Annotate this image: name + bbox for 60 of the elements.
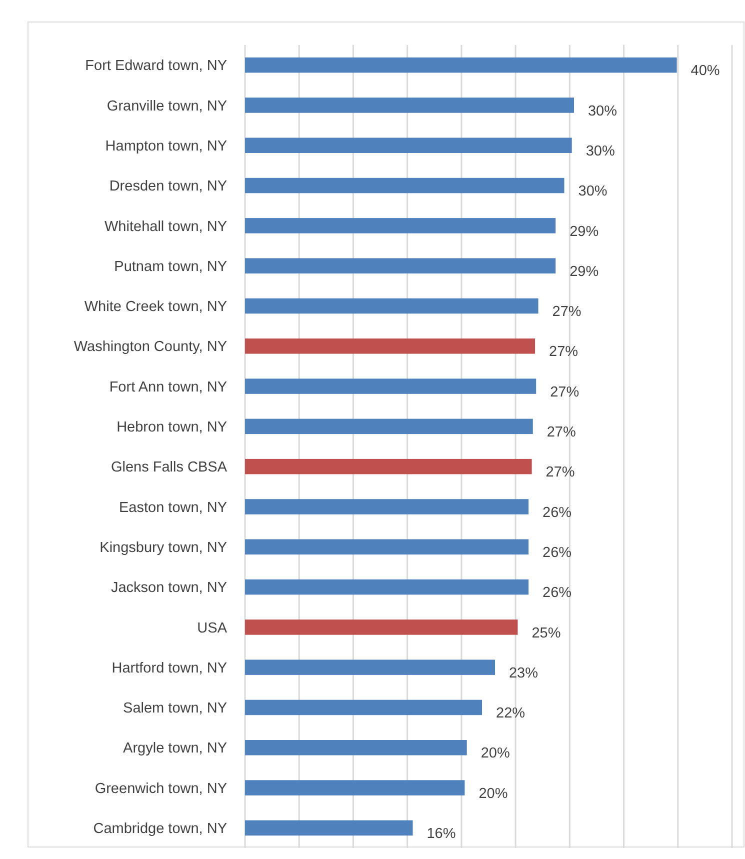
data-label: 26% <box>542 585 572 602</box>
bar <box>245 579 529 595</box>
data-label: 29% <box>570 264 599 280</box>
y-tick-label: Putnam town, NY <box>114 258 228 275</box>
bar <box>245 418 533 434</box>
data-label: 27% <box>550 384 580 400</box>
data-label: 20% <box>478 786 508 802</box>
bar <box>245 700 482 716</box>
y-tick-label: Hampton town, NY <box>105 138 228 154</box>
y-tick-label: Hebron town, NY <box>116 420 228 436</box>
y-tick-label: Salem town, NY <box>123 700 228 717</box>
y-tick-label: White Creek town, NY <box>84 299 228 316</box>
data-label: 30% <box>588 103 618 120</box>
bar <box>245 98 574 113</box>
data-label: 27% <box>552 304 582 320</box>
bar <box>245 539 529 555</box>
data-label: 30% <box>578 184 608 200</box>
bar <box>245 378 536 394</box>
data-label: 16% <box>426 826 456 842</box>
bar <box>245 499 529 514</box>
y-tick-label: Fort Edward town, NY <box>85 58 228 74</box>
data-label: 26% <box>542 544 572 561</box>
bar <box>245 57 677 73</box>
data-label: 27% <box>546 424 576 440</box>
y-tick-label: Hartford town, NY <box>112 660 228 676</box>
y-tick-label: Fort Ann town, NY <box>109 379 228 396</box>
bar <box>245 780 465 796</box>
y-tick-label: Easton town, NY <box>119 500 228 516</box>
y-tick-label: Greenwich town, NY <box>94 780 228 797</box>
data-label: 25% <box>532 625 561 642</box>
data-label: 40% <box>690 63 720 80</box>
bar <box>245 458 532 474</box>
data-label: 26% <box>542 504 572 521</box>
bar <box>245 178 564 194</box>
y-tick-label: Whitehall town, NY <box>104 218 228 235</box>
bar <box>245 298 538 314</box>
data-label: 22% <box>496 706 526 722</box>
bar <box>245 138 572 154</box>
data-label: 30% <box>586 143 615 160</box>
y-tick-label: Jackson town, NY <box>110 580 228 596</box>
y-tick-label: Cambridge town, NY <box>93 821 228 837</box>
data-label: 29% <box>570 224 599 240</box>
bar <box>245 660 495 675</box>
bar <box>245 338 536 354</box>
data-label: 23% <box>508 665 538 682</box>
bar <box>245 258 556 274</box>
y-tick-label: Washington County, NY <box>74 339 228 356</box>
y-tick-label: Glens Falls CBSA <box>110 460 228 476</box>
bar <box>245 218 556 234</box>
bar <box>245 820 413 836</box>
y-tick-label: USA <box>197 620 228 636</box>
y-tick-label: Dresden town, NY <box>109 178 228 195</box>
bar <box>245 740 467 756</box>
data-label: 27% <box>546 464 575 481</box>
y-tick-label: Kingsbury town, NY <box>100 540 228 556</box>
data-label: 27% <box>549 344 578 360</box>
y-tick-label: Granville town, NY <box>106 98 228 114</box>
data-label: 20% <box>480 746 510 762</box>
bar <box>245 620 518 635</box>
y-tick-label: Argyle town, NY <box>123 740 228 757</box>
